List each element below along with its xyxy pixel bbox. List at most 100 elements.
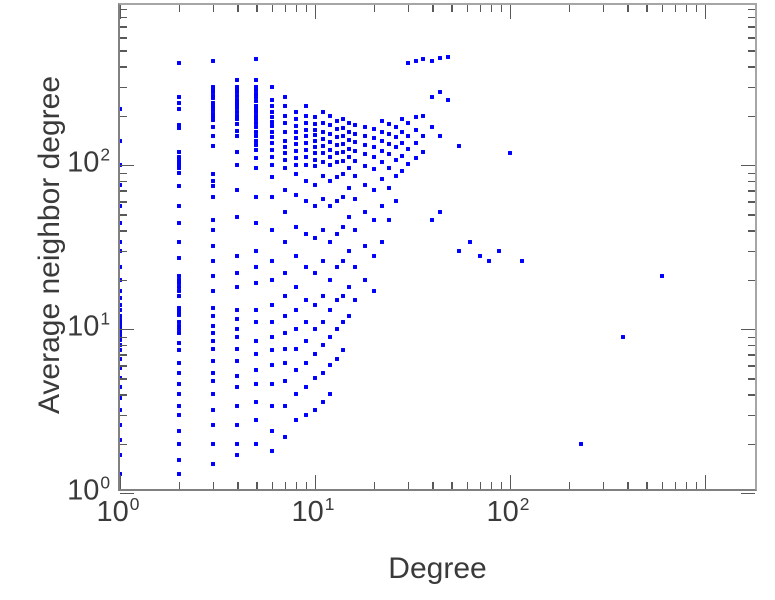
scatter-point (352, 158, 357, 163)
scatter-point (387, 132, 392, 137)
scatter-point (211, 379, 216, 384)
scatter-point (313, 121, 317, 126)
scatter-point (362, 182, 367, 187)
y-tick-label: 102 (32, 146, 110, 178)
x-major-tick-top (315, 5, 317, 19)
scatter-point (421, 150, 426, 154)
scatter-point (211, 100, 216, 105)
scatter-point (347, 129, 352, 134)
scatter-point (176, 165, 181, 170)
x-major-tick (120, 475, 122, 489)
scatter-point (313, 157, 317, 162)
scatter-point (371, 253, 376, 258)
scatter-point (347, 165, 352, 170)
scatter-point (347, 146, 352, 151)
scatter-point (294, 148, 299, 153)
scatter-point (304, 199, 309, 204)
scatter-point (393, 145, 398, 150)
scatter-point (294, 136, 299, 141)
scatter-point (235, 403, 240, 408)
scatter-point (176, 126, 181, 131)
scatter-point (304, 339, 309, 344)
scatter-point (211, 408, 216, 413)
scatter-point (235, 334, 240, 339)
y-minor-tick-right (748, 26, 755, 28)
scatter-point (235, 90, 240, 95)
x-minor-tick (256, 482, 258, 489)
scatter-point (294, 172, 299, 177)
scatter-point (328, 154, 333, 159)
scatter-point (328, 392, 333, 397)
scatter-point (282, 434, 287, 439)
scatter-point (387, 152, 392, 157)
scatter-point (211, 218, 216, 223)
x-major-tick-top (510, 5, 512, 19)
scatter-point (120, 303, 122, 308)
scatter-point (235, 84, 240, 89)
scatter-point (486, 258, 491, 263)
scatter-point (254, 121, 259, 126)
scatter-point (445, 97, 450, 102)
x-tick-mantissa: 10 (486, 496, 519, 528)
scatter-point (269, 303, 274, 308)
scatter-point (211, 194, 216, 199)
scatter-point (335, 327, 340, 331)
scatter-point (211, 441, 216, 446)
scatter-point (362, 244, 367, 249)
scatter-point (120, 337, 122, 342)
scatter-point (235, 453, 240, 458)
y-minor-tick-right (748, 8, 755, 10)
scatter-point (269, 97, 274, 102)
scatter-point (211, 134, 216, 139)
scatter-point (254, 264, 259, 269)
scatter-point (176, 274, 181, 279)
scatter-point (335, 160, 340, 165)
y-minor-tick (120, 16, 127, 19)
scatter-point (269, 103, 274, 108)
scatter-point (254, 399, 259, 404)
scatter-point (269, 228, 274, 233)
x-major-tick-top (705, 5, 707, 19)
scatter-point (352, 298, 357, 303)
x-tick-exponent: 0 (129, 494, 140, 515)
scatter-point (282, 129, 287, 134)
scatter-point (235, 93, 240, 98)
scatter-point (211, 178, 216, 183)
scatter-point (254, 382, 259, 387)
x-minor-tick (178, 482, 181, 489)
y-minor-tick (120, 201, 127, 203)
y-minor-tick (120, 279, 127, 282)
y-minor-tick-right (748, 172, 755, 174)
scatter-point (393, 199, 398, 204)
x-minor-tick (646, 482, 648, 489)
scatter-point (235, 422, 240, 427)
scatter-point (379, 148, 384, 153)
scatter-point (335, 151, 340, 156)
scatter-point (294, 224, 299, 229)
y-minor-tick-right (748, 354, 755, 356)
scatter-point (282, 346, 287, 351)
scatter-point (341, 320, 346, 325)
scatter-point (400, 141, 405, 146)
x-minor-tick-top (271, 5, 274, 12)
scatter-point (211, 96, 216, 101)
x-minor-tick (213, 482, 215, 489)
scatter-point (313, 151, 317, 156)
x-minor-tick (501, 482, 503, 489)
scatter-point (176, 285, 181, 290)
scatter-point (120, 289, 122, 294)
scatter-point (313, 204, 317, 209)
scatter-point (371, 167, 376, 172)
y-minor-tick-right (748, 365, 755, 367)
scatter-point (211, 144, 216, 149)
scatter-point (120, 239, 122, 244)
scatter-point (438, 55, 443, 60)
x-minor-tick-top (373, 5, 376, 12)
y-tick-exponent: 2 (100, 144, 110, 165)
x-tick-exponent: 2 (519, 494, 530, 515)
scatter-point (294, 129, 299, 134)
scatter-point (335, 127, 340, 132)
scatter-point (269, 110, 274, 115)
scatter-point (321, 144, 326, 149)
scatter-point (235, 113, 240, 118)
